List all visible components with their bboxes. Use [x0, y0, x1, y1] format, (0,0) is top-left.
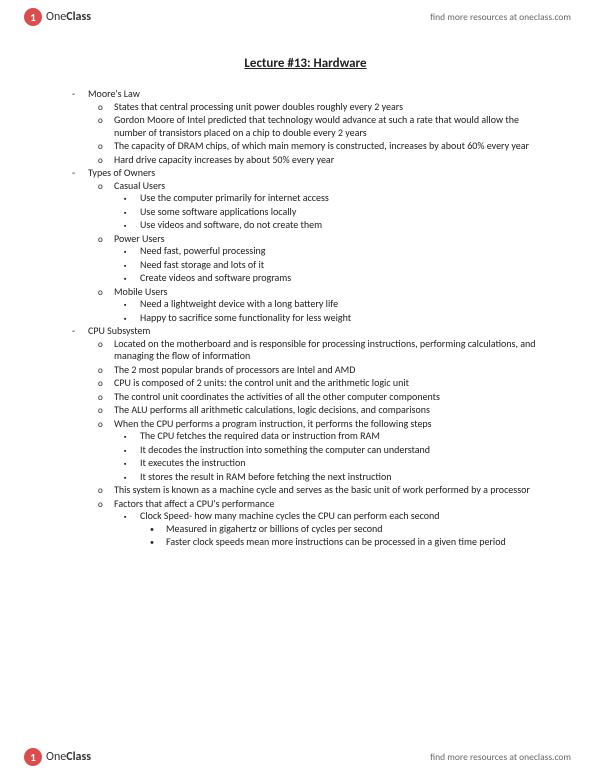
brand-logo-text: OneClass [46, 10, 91, 24]
list-item-text: Casual Users [114, 179, 165, 192]
section-heading: Moore's Law [88, 87, 140, 100]
list-item: Use the computer primarily for internet … [140, 192, 539, 205]
list-level-2: States that central processing unit powe… [114, 101, 539, 167]
list-level-3: Need a lightweight device with a long ba… [140, 298, 539, 324]
list-item-text: Measured in gigahertz or billions of cyc… [166, 522, 383, 535]
brand-logo-circle-icon: 1 [24, 8, 42, 26]
list-item-text: Need fast storage and lots of it [140, 258, 264, 271]
list-item: This system is known as a machine cycle … [114, 484, 539, 497]
list-item-text: Create videos and software programs [140, 271, 291, 284]
list-item-text: Power Users [114, 232, 165, 245]
list-item-text: Use some software applications locally [140, 205, 296, 218]
brand-class: Class [66, 10, 91, 24]
page-footer: 1 OneClass find more resources at onecla… [0, 740, 595, 770]
list-item: It executes the instruction [140, 457, 539, 470]
list-item: Gordon Moore of Intel predicted that tec… [114, 114, 539, 139]
brand-logo: 1 OneClass [24, 8, 91, 26]
list-item-text: This system is known as a machine cycle … [114, 483, 530, 496]
list-item-text: CPU is composed of 2 units: the control … [114, 376, 409, 389]
list-level-3: Need fast, powerful processingNeed fast … [140, 245, 539, 285]
list-item: It stores the result in RAM before fetch… [140, 471, 539, 484]
list-item-text: States that central processing unit powe… [114, 100, 403, 113]
brand-class: Class [66, 750, 91, 764]
list-item-text: When the CPU performs a program instruct… [114, 417, 432, 430]
list-item-text: It executes the instruction [140, 456, 245, 469]
section-heading: Types of Owners [88, 166, 155, 179]
section-item: Moore's LawStates that central processin… [88, 88, 539, 166]
list-item-text: Need a lightweight device with a long ba… [140, 297, 338, 310]
brand-one: One [46, 10, 66, 24]
list-item: When the CPU performs a program instruct… [114, 418, 539, 484]
list-item-text: Need fast, powerful processing [140, 244, 265, 257]
list-item: Happy to sacrifice some functionality fo… [140, 312, 539, 325]
list-level-2: Casual UsersUse the computer primarily f… [114, 180, 539, 325]
brand-logo-footer: 1 OneClass [24, 748, 91, 766]
list-item: Power UsersNeed fast, powerful processin… [114, 233, 539, 285]
list-item: Located on the motherboard and is respon… [114, 338, 539, 363]
list-item-text: Happy to sacrifice some functionality fo… [140, 311, 351, 324]
list-item-text: The control unit coordinates the activit… [114, 390, 440, 403]
list-item: States that central processing unit powe… [114, 101, 539, 114]
list-item: Casual UsersUse the computer primarily f… [114, 180, 539, 232]
resources-link-bottom[interactable]: find more resources at oneclass.com [430, 751, 571, 763]
page-title: Lecture #13: Hardware [72, 56, 539, 72]
list-item-text: Hard drive capacity increases by about 5… [114, 153, 334, 166]
list-item: Create videos and software programs [140, 272, 539, 285]
list-level-3: Use the computer primarily for internet … [140, 192, 539, 232]
list-item: The capacity of DRAM chips, of which mai… [114, 140, 539, 153]
list-item: CPU is composed of 2 units: the control … [114, 377, 539, 390]
list-item: The control unit coordinates the activit… [114, 391, 539, 404]
list-item-text: Use videos and software, do not create t… [140, 218, 322, 231]
list-item-text: The capacity of DRAM chips, of which mai… [114, 139, 529, 152]
list-level-4: Measured in gigahertz or billions of cyc… [166, 523, 539, 549]
list-item: Need a lightweight device with a long ba… [140, 298, 539, 311]
list-item-text: Mobile Users [114, 285, 167, 298]
list-item-text: Factors that affect a CPU's performance [114, 497, 274, 510]
outline-list: Moore's LawStates that central processin… [72, 88, 539, 549]
list-level-3: Clock Speed- how many machine cycles the… [140, 510, 539, 549]
list-level-3: The CPU fetches the required data or ins… [140, 430, 539, 483]
document-body: Lecture #13: Hardware Moore's LawStates … [72, 56, 539, 730]
list-item-text: Faster clock speeds mean more instructio… [166, 535, 506, 548]
brand-one: One [46, 750, 66, 764]
list-item-text: The CPU fetches the required data or ins… [140, 429, 380, 442]
brand-logo-text-footer: OneClass [46, 750, 91, 764]
section-heading: CPU Subsystem [88, 324, 150, 337]
section-item: Types of OwnersCasual UsersUse the compu… [88, 167, 539, 324]
list-item-text: The 2 most popular brands of processors … [114, 363, 355, 376]
list-item: Clock Speed- how many machine cycles the… [140, 510, 539, 549]
list-item-text: Clock Speed- how many machine cycles the… [140, 509, 440, 522]
page-header: 1 OneClass find more resources at onecla… [0, 0, 595, 30]
list-item-text: Gordon Moore of Intel predicted that tec… [114, 113, 519, 139]
list-item-text: It stores the result in RAM before fetch… [140, 470, 391, 483]
brand-logo-circle-icon: 1 [24, 748, 42, 766]
resources-link-top[interactable]: find more resources at oneclass.com [430, 11, 571, 23]
list-item: Use videos and software, do not create t… [140, 219, 539, 232]
list-item: Hard drive capacity increases by about 5… [114, 154, 539, 167]
list-item-text: Use the computer primarily for internet … [140, 191, 329, 204]
list-item: Mobile UsersNeed a lightweight device wi… [114, 286, 539, 325]
list-item: Need fast storage and lots of it [140, 259, 539, 272]
list-item-text: It decodes the instruction into somethin… [140, 443, 430, 456]
list-item: The CPU fetches the required data or ins… [140, 430, 539, 443]
section-item: CPU SubsystemLocated on the motherboard … [88, 325, 539, 549]
list-item: The 2 most popular brands of processors … [114, 364, 539, 377]
list-item: Use some software applications locally [140, 206, 539, 219]
list-item: Need fast, powerful processing [140, 245, 539, 258]
list-item: Factors that affect a CPU's performanceC… [114, 498, 539, 549]
list-item: Measured in gigahertz or billions of cyc… [166, 523, 539, 536]
list-item: The ALU performs all arithmetic calculat… [114, 404, 539, 417]
list-item: Faster clock speeds mean more instructio… [166, 536, 539, 549]
list-item-text: Located on the motherboard and is respon… [114, 337, 536, 363]
list-level-2: Located on the motherboard and is respon… [114, 338, 539, 549]
list-item: It decodes the instruction into somethin… [140, 444, 539, 457]
list-item-text: The ALU performs all arithmetic calculat… [114, 403, 430, 416]
